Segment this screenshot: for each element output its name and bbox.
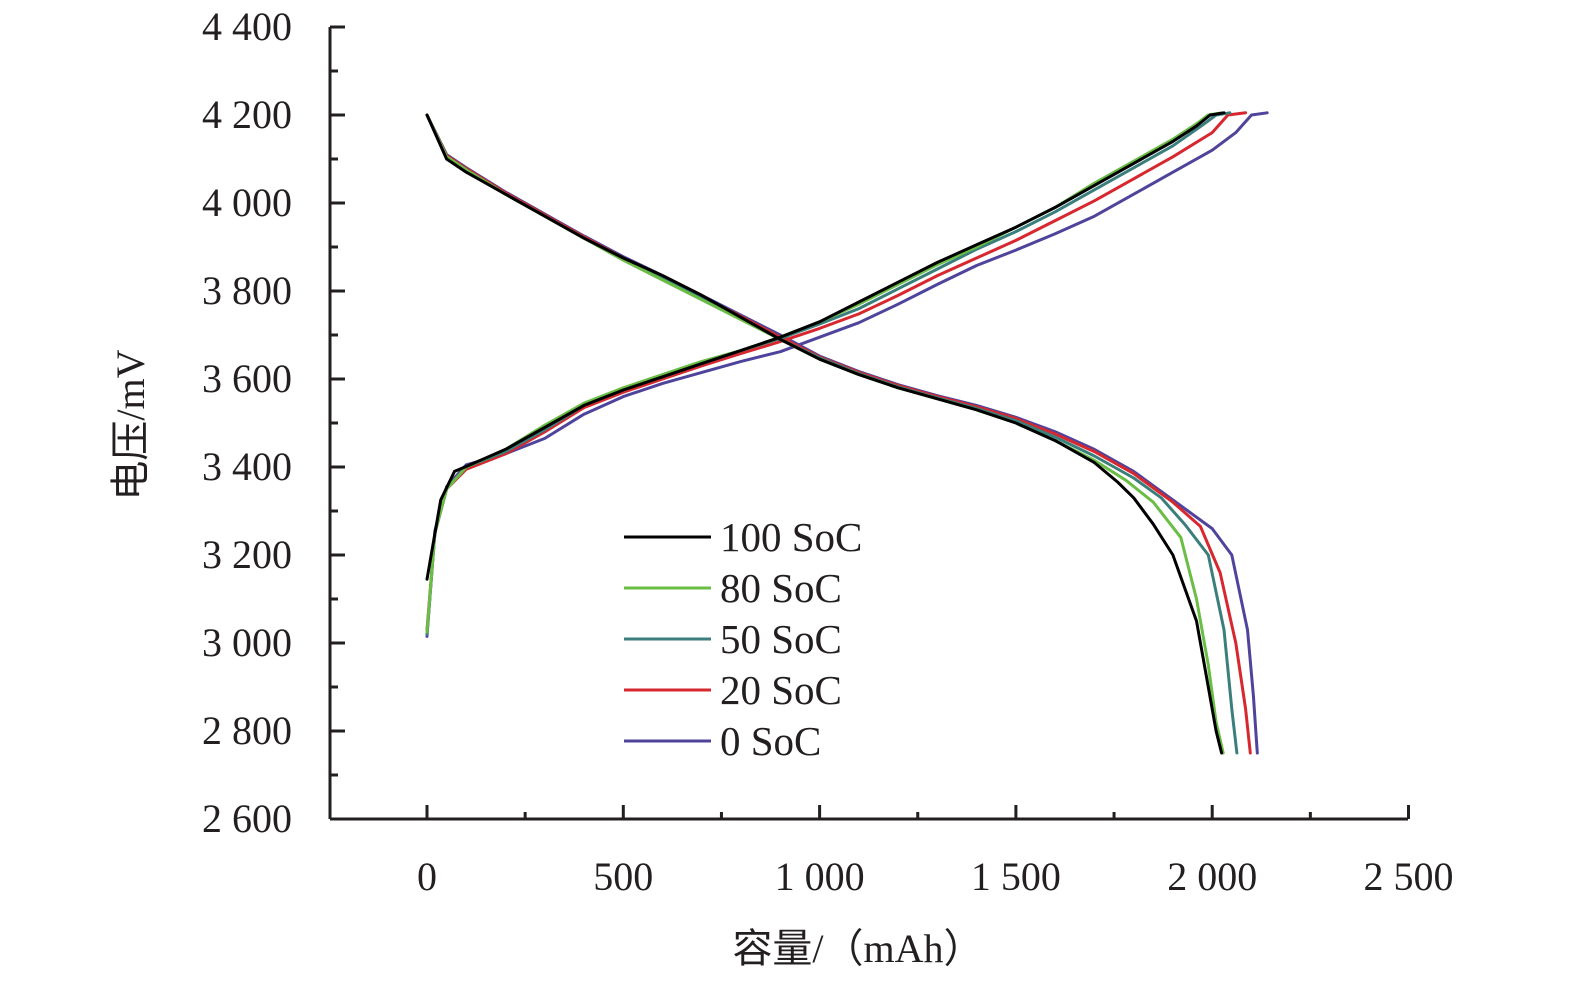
legend-item: 50 SoC [624, 616, 842, 662]
x-tick-label: 500 [593, 854, 653, 899]
series-layer [425, 111, 1269, 755]
legend: 100 SoC 80 SoC 50 SoC 20 SoC 0 SoC [624, 514, 862, 764]
y-tick-label: 2 800 [202, 708, 292, 753]
series-20-soc-charge-line [425, 111, 1248, 632]
y-tick-label: 3 200 [202, 532, 292, 577]
y-tick-label: 4 200 [202, 92, 292, 137]
legend-label: 50 SoC [720, 616, 842, 662]
x-tick-label: 2 000 [1167, 854, 1257, 899]
y-tick-label: 3 800 [202, 268, 292, 313]
series-100-soc-charge-line [425, 111, 1226, 581]
x-axis-title: 容量/（mAh） [732, 926, 983, 971]
y-ticks: 2 600 2 800 3 000 3 200 3 400 3 600 3 800 4 000… [202, 4, 345, 841]
legend-label: 20 SoC [720, 667, 842, 713]
y-tick-label: 3 400 [202, 444, 292, 489]
legend-item: 100 SoC [624, 514, 862, 560]
axes [328, 27, 1408, 821]
x-tick-label: 2 500 [1364, 854, 1454, 899]
y-tick-label: 2 600 [202, 796, 292, 841]
legend-item: 0 SoC [624, 718, 821, 764]
x-ticks: 0 500 1 000 1 500 2 000 2 500 [417, 805, 1454, 899]
legend-label: 0 SoC [720, 718, 821, 764]
legend-item: 20 SoC [624, 667, 842, 713]
x-tick-label: 1 500 [971, 854, 1061, 899]
x-tick-label: 0 [417, 854, 437, 899]
y-tick-label: 4 400 [202, 4, 292, 49]
y-tick-label: 3 000 [202, 620, 292, 665]
x-tick-label: 1 000 [775, 854, 865, 899]
y-axis-title: 电压/mV [108, 349, 153, 500]
series-100-soc-discharge-line [425, 113, 1224, 755]
y-tick-label: 3 600 [202, 356, 292, 401]
series-50-soc-charge-line [425, 111, 1232, 636]
legend-label: 80 SoC [720, 565, 842, 611]
legend-item: 80 SoC [624, 565, 842, 611]
y-tick-label: 4 000 [202, 180, 292, 225]
legend-label: 100 SoC [720, 514, 862, 560]
